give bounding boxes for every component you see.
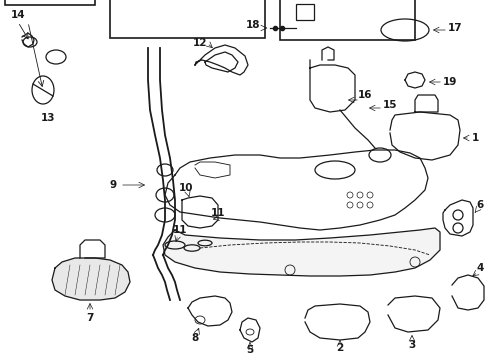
Text: 5: 5	[246, 345, 253, 355]
Text: 4: 4	[475, 263, 483, 273]
Bar	[5, 0, 95, 5]
Bar	[295, 4, 313, 20]
Text: 16: 16	[357, 90, 371, 100]
Text: 11: 11	[172, 225, 187, 235]
Text: 18: 18	[245, 20, 260, 30]
Polygon shape	[163, 228, 439, 276]
Text: 15: 15	[382, 100, 396, 110]
Text: 6: 6	[475, 200, 483, 210]
Bar	[280, 0, 414, 40]
Text: 19: 19	[442, 77, 456, 87]
Text: 10: 10	[179, 183, 193, 193]
Text: 2: 2	[336, 343, 343, 353]
Text: 11: 11	[210, 208, 225, 218]
Bar	[110, 0, 264, 38]
Text: 7: 7	[86, 313, 94, 323]
Text: 9: 9	[109, 180, 116, 190]
Text: 1: 1	[470, 133, 478, 143]
Text: 14: 14	[11, 10, 25, 20]
Polygon shape	[52, 258, 130, 300]
Text: 13: 13	[41, 113, 55, 123]
Text: 8: 8	[191, 333, 198, 343]
Text: 17: 17	[447, 23, 461, 33]
Text: 12: 12	[192, 38, 207, 48]
Text: 3: 3	[407, 340, 415, 350]
